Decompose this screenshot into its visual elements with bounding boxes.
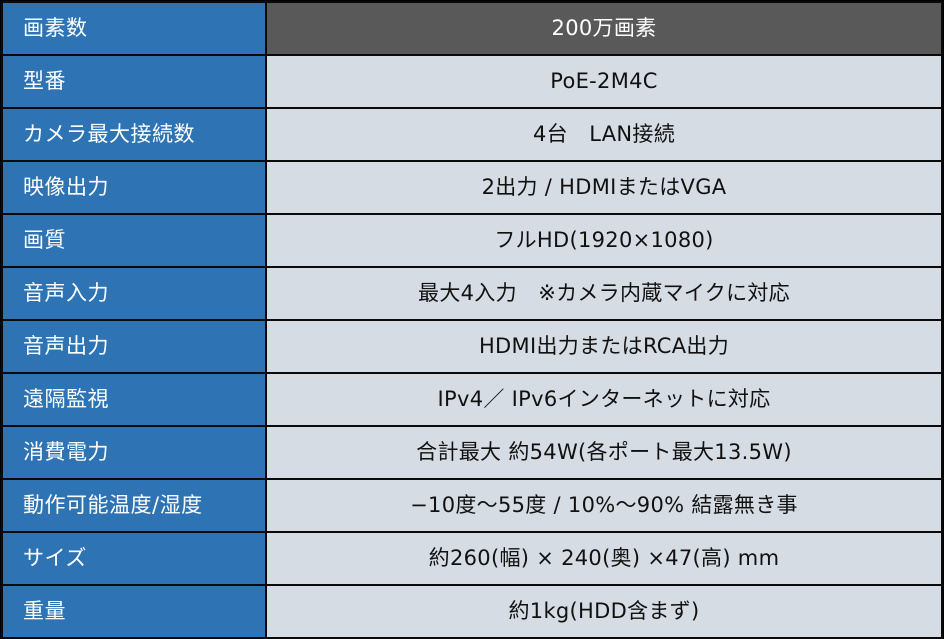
spec-label: 消費電力 xyxy=(1,425,267,480)
spec-row-model: 型番 PoE-2M4C xyxy=(1,54,943,109)
spec-row-video-output: 映像出力 2出力 / HDMIまたはVGA xyxy=(1,160,943,215)
spec-label: 遠隔監視 xyxy=(1,372,267,427)
spec-row-audio-input: 音声入力 最大4入力 ※カメラ内蔵マイクに対応 xyxy=(1,266,943,321)
spec-label: 映像出力 xyxy=(1,160,267,215)
spec-row-power-consumption: 消費電力 合計最大 約54W(各ポート最大13.5W) xyxy=(1,425,943,480)
spec-row-remote-monitoring: 遠隔監視 IPv4／ IPv6インターネットに対応 xyxy=(1,372,943,427)
spec-value: −10度～55度 / 10%～90% 結露無き事 xyxy=(265,478,943,533)
spec-label: 音声入力 xyxy=(1,266,267,321)
spec-value: 最大4入力 ※カメラ内蔵マイクに対応 xyxy=(265,266,943,321)
spec-value: PoE-2M4C xyxy=(265,54,943,109)
spec-value: 200万画素 xyxy=(265,1,943,56)
spec-label: 動作可能温度/湿度 xyxy=(1,478,267,533)
spec-label: 画素数 xyxy=(1,1,267,56)
spec-row-audio-output: 音声出力 HDMI出力またはRCA出力 xyxy=(1,319,943,374)
spec-value: 4台 LAN接続 xyxy=(265,107,943,162)
spec-row-weight: 重量 約1kg(HDD含まず) xyxy=(1,584,943,639)
spec-label: 重量 xyxy=(1,584,267,639)
spec-value: 合計最大 約54W(各ポート最大13.5W) xyxy=(265,425,943,480)
spec-row-operating-conditions: 動作可能温度/湿度 −10度～55度 / 10%～90% 結露無き事 xyxy=(1,478,943,533)
spec-label: カメラ最大接続数 xyxy=(1,107,267,162)
spec-label: サイズ xyxy=(1,531,267,586)
spec-label: 型番 xyxy=(1,54,267,109)
spec-row-pixels: 画素数 200万画素 xyxy=(1,1,943,56)
spec-label: 画質 xyxy=(1,213,267,268)
spec-row-image-quality: 画質 フルHD(1920×1080) xyxy=(1,213,943,268)
spec-row-size: サイズ 約260(幅) × 240(奥) ×47(高) mm xyxy=(1,531,943,586)
spec-label: 音声出力 xyxy=(1,319,267,374)
spec-value: 2出力 / HDMIまたはVGA xyxy=(265,160,943,215)
spec-value: HDMI出力またはRCA出力 xyxy=(265,319,943,374)
spec-row-max-cameras: カメラ最大接続数 4台 LAN接続 xyxy=(1,107,943,162)
spec-value: 約1kg(HDD含まず) xyxy=(265,584,943,639)
spec-value: フルHD(1920×1080) xyxy=(265,213,943,268)
spec-value: 約260(幅) × 240(奥) ×47(高) mm xyxy=(265,531,943,586)
spec-value: IPv4／ IPv6インターネットに対応 xyxy=(265,372,943,427)
